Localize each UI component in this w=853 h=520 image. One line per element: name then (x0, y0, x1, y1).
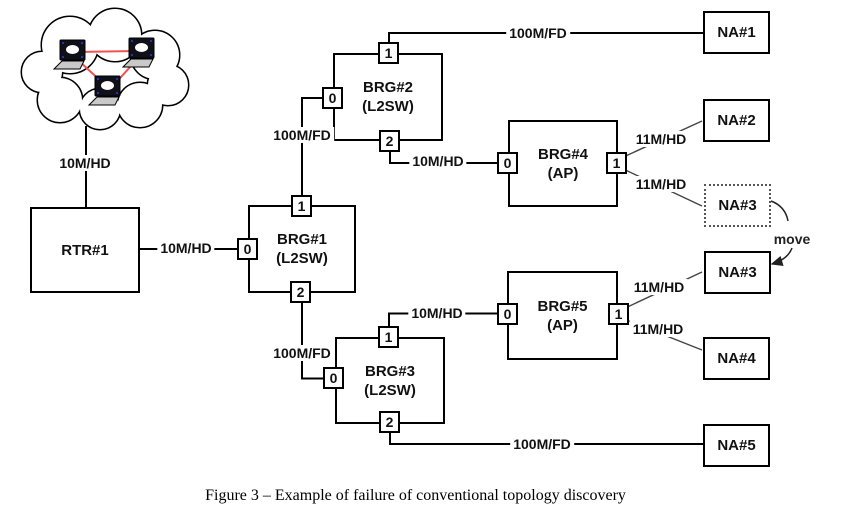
station-box-na1: NA#1 (703, 11, 770, 54)
station-box-na5: NA#5 (703, 424, 770, 467)
port-brg2-0: 0 (322, 87, 343, 109)
port-brg2-1: 1 (378, 42, 399, 64)
device-label: BRG#1 (276, 231, 328, 248)
figure-caption: Figure 3 – Example of failure of convent… (205, 487, 626, 504)
link-label-cloud-rtr1: 10M/HD (56, 155, 114, 171)
device-label: RTR#1 (61, 241, 109, 259)
device-type: (L2SW) (276, 250, 328, 267)
link-label-brg1-brg2: 100M/FD (270, 127, 334, 143)
port-number: 0 (243, 241, 252, 257)
link-label-brg2-na1: 100M/FD (506, 25, 570, 41)
move-annotation: move (773, 231, 811, 247)
port-brg3-2: 2 (379, 411, 400, 433)
port-number: 1 (612, 155, 621, 171)
station-label: NA#5 (717, 437, 756, 454)
link-label-brg5-na3: 11M/HD (630, 279, 688, 295)
device-box-rtr1: RTR#1 (30, 207, 140, 293)
station-box-na4: NA#4 (703, 337, 770, 380)
link-label-brg4-na3: 11M/HD (632, 176, 690, 192)
device-label: BRG#5 (537, 297, 588, 315)
link-label-brg3-brg5: 10M/HD (408, 305, 466, 321)
device-label: BRG#4 (537, 145, 589, 163)
port-number: 1 (297, 198, 306, 214)
station-label: NA#1 (717, 24, 756, 41)
port-brg3-1: 1 (378, 326, 399, 348)
device-label: BRG#2 (362, 79, 414, 96)
device-type: (AP) (547, 164, 579, 182)
port-brg5-0: 0 (497, 303, 518, 325)
port-brg1-1: 1 (291, 195, 312, 217)
port-number: 1 (614, 306, 623, 322)
link-label-brg3-na5: 100M/FD (510, 436, 574, 452)
port-number: 0 (503, 155, 512, 171)
device-box-brg4: BRG#4 (AP) (508, 120, 618, 207)
station-box-na3-new: NA#3 (704, 251, 771, 294)
port-brg2-2: 2 (379, 130, 400, 152)
device-label: BRG#3 (364, 362, 416, 380)
device-type: (L2SW) (364, 381, 416, 399)
station-box-na3-old: NA#3 (704, 184, 771, 227)
wireless-links (618, 120, 703, 351)
port-number: 0 (503, 306, 512, 322)
port-number: 2 (385, 414, 394, 430)
device-box-brg5: BRG#5 (AP) (507, 271, 618, 360)
port-brg1-2: 2 (290, 281, 311, 303)
device-box-brg2: BRG#2 (L2SW) (333, 53, 443, 141)
port-brg5-1: 1 (608, 303, 629, 325)
port-number: 2 (296, 284, 305, 300)
device-box-brg1: BRG#1 (L2SW) (248, 205, 356, 293)
station-label: NA#3 (718, 197, 757, 214)
port-number: 2 (385, 133, 394, 149)
port-brg3-0: 0 (323, 367, 344, 389)
link-label-brg2-brg4: 10M/HD (409, 153, 467, 169)
station-label: NA#3 (718, 264, 757, 281)
port-brg4-1: 1 (606, 152, 627, 174)
station-label: NA#2 (717, 112, 756, 129)
computer-icon (121, 37, 155, 68)
computer-icon (52, 39, 86, 70)
computer-icon (87, 75, 121, 106)
link-label-brg5-na4: 11M/HD (629, 321, 687, 337)
port-number: 1 (384, 45, 393, 61)
port-brg4-0: 0 (497, 152, 518, 174)
port-brg1-0: 0 (237, 238, 258, 260)
device-type: (AP) (547, 316, 578, 334)
port-number: 1 (384, 329, 393, 345)
station-label: NA#4 (717, 350, 756, 367)
device-type: (L2SW) (362, 98, 414, 115)
link-label-brg4-na2: 11M/HD (632, 131, 690, 147)
port-number: 0 (329, 370, 338, 386)
link-label-rtr1-brg1: 10M/HD (157, 240, 215, 256)
network-cloud-icon (20, 7, 190, 131)
port-number: 0 (328, 90, 337, 106)
link-label-brg1-brg3: 100M/FD (270, 345, 334, 361)
cloud-peer-links (75, 50, 139, 87)
station-box-na2: NA#2 (703, 99, 770, 142)
